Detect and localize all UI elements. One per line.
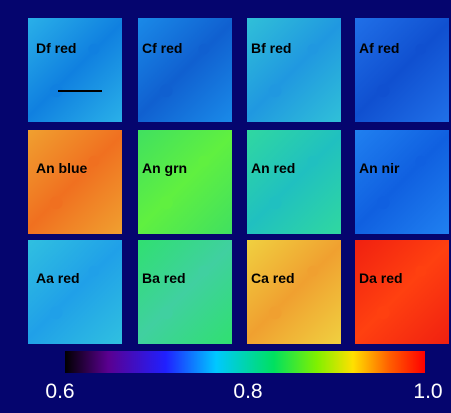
panel-label: Bf red bbox=[251, 40, 292, 56]
panel-label: Df red bbox=[36, 40, 77, 56]
image-panel bbox=[355, 240, 449, 344]
image-panel bbox=[138, 130, 232, 234]
image-panel bbox=[355, 18, 449, 122]
colorbar bbox=[65, 351, 425, 373]
panel-label: Aa red bbox=[36, 270, 80, 286]
image-panel bbox=[355, 130, 449, 234]
image-panel bbox=[138, 18, 232, 122]
panel-label: An red bbox=[251, 160, 296, 176]
panel-label: Da red bbox=[359, 270, 403, 286]
panel-label: Af red bbox=[359, 40, 400, 56]
image-panel bbox=[247, 240, 341, 344]
panel-label: Ba red bbox=[142, 270, 186, 286]
scale-bar bbox=[58, 90, 102, 92]
colorbar-tick-label: 0.6 bbox=[45, 380, 75, 403]
panel-label: An blue bbox=[36, 160, 88, 176]
image-panel bbox=[138, 240, 232, 344]
panel-label: An nir bbox=[359, 160, 400, 176]
panel-label: An grn bbox=[142, 160, 188, 176]
image-panel bbox=[28, 240, 122, 344]
panel-label: Ca red bbox=[251, 270, 295, 286]
image-panel bbox=[247, 130, 341, 234]
panel-label: Cf red bbox=[142, 40, 183, 56]
colorbar-tick-label: 1.0 bbox=[413, 380, 443, 403]
image-panel bbox=[28, 18, 122, 122]
colorbar-tick-label: 0.8 bbox=[233, 380, 263, 403]
image-panel bbox=[247, 18, 341, 122]
image-panel bbox=[28, 130, 122, 234]
